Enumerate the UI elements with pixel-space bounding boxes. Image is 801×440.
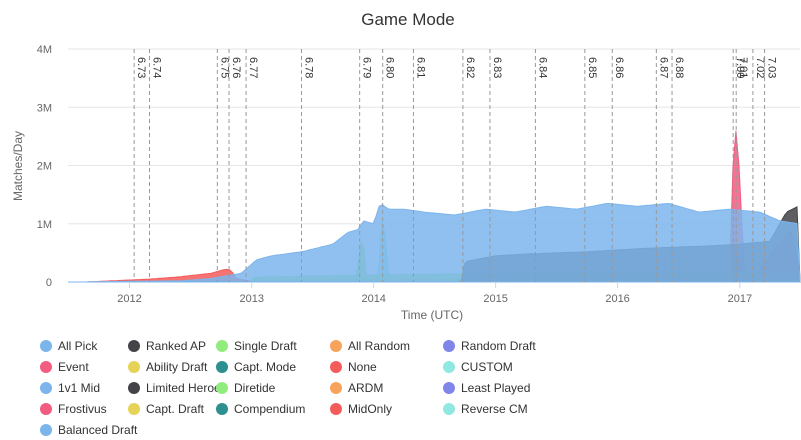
legend-label: ARDM (348, 381, 383, 395)
legend-item[interactable]: Ranked AP (128, 339, 206, 353)
chart-title: Game Mode (361, 10, 455, 29)
legend-swatch (216, 382, 228, 394)
legend-label: Capt. Mode (234, 360, 296, 374)
legend-swatch (128, 361, 140, 373)
x-axis-label: Time (UTC) (401, 308, 463, 322)
patch-label: 6.77 (247, 57, 259, 78)
series-area-all-pick (68, 203, 800, 282)
patch-label: 6.78 (303, 57, 315, 78)
patch-label: 6.85 (586, 57, 598, 78)
patch-label: 7.01 (737, 57, 749, 78)
legend-swatch (330, 340, 342, 352)
legend-item[interactable]: Capt. Mode (216, 360, 296, 374)
legend-item[interactable]: Single Draft (216, 339, 297, 353)
patch-label: 6.87 (657, 57, 669, 78)
legend-item[interactable]: ARDM (330, 381, 383, 395)
legend-label: Ranked AP (146, 339, 206, 353)
legend-label: Ability Draft (146, 360, 207, 374)
patch-label: 6.73 (135, 57, 147, 78)
legend-swatch (216, 340, 228, 352)
legend-swatch (443, 340, 455, 352)
legend-label: Limited Heroes (146, 381, 227, 395)
legend-label: Single Draft (234, 339, 297, 353)
legend-item[interactable]: 1v1 Mid (40, 381, 100, 395)
series-layer (68, 131, 800, 282)
legend-row: 1v1 Mid Limited Heroes Diretide ARDM Least P… (40, 377, 800, 398)
legend-row: All Pick Ranked AP Single Draft All Random R… (40, 335, 800, 356)
legend-item[interactable]: CUSTOM (443, 360, 513, 374)
legend-swatch (443, 403, 455, 415)
patch-label: 6.80 (384, 57, 396, 78)
legend-label: Event (58, 360, 89, 374)
patch-label: 6.79 (361, 57, 373, 78)
legend-row: Balanced Draft (40, 419, 800, 440)
legend-item[interactable]: Least Played (443, 381, 530, 395)
legend: All Pick Ranked AP Single Draft All Random R… (40, 335, 800, 440)
patch-label: 7.03 (766, 57, 778, 78)
x-tick-label: 2015 (483, 293, 507, 305)
legend-label: 1v1 Mid (58, 381, 100, 395)
patch-label: 6.74 (151, 57, 163, 78)
legend-label: Least Played (461, 381, 530, 395)
x-tick-label: 2014 (361, 293, 385, 305)
y-tick-label: 3M (37, 102, 52, 114)
patch-label: 6.75 (218, 57, 230, 78)
legend-label: Random Draft (461, 339, 536, 353)
legend-label: None (348, 360, 377, 374)
legend-swatch (443, 361, 455, 373)
legend-label: Balanced Draft (58, 423, 137, 437)
y-tick-label: 4M (37, 44, 52, 56)
x-tick-label: 2012 (117, 293, 141, 305)
legend-swatch (330, 361, 342, 373)
patch-label: 6.83 (491, 57, 503, 78)
legend-swatch (128, 382, 140, 394)
legend-swatch (40, 361, 52, 373)
legend-swatch (443, 382, 455, 394)
legend-item[interactable]: None (330, 360, 377, 374)
legend-item[interactable]: Limited Heroes (128, 381, 227, 395)
y-axis-label: Matches/Day (11, 131, 25, 201)
x-tick-label: 2016 (605, 293, 629, 305)
legend-swatch (40, 424, 52, 436)
legend-label: All Pick (58, 339, 97, 353)
legend-swatch (330, 382, 342, 394)
patch-label: 6.84 (536, 57, 548, 78)
patch-label: 6.76 (230, 57, 242, 78)
legend-label: CUSTOM (461, 360, 513, 374)
legend-item[interactable]: Random Draft (443, 339, 536, 353)
legend-item[interactable]: All Random (330, 339, 410, 353)
y-tick-label: 0 (46, 277, 52, 289)
legend-swatch (330, 403, 342, 415)
y-tick-label: 1M (37, 219, 52, 231)
legend-swatch (216, 361, 228, 373)
legend-item[interactable]: Diretide (216, 381, 275, 395)
patch-label: 6.88 (673, 57, 685, 78)
legend-swatch (40, 340, 52, 352)
legend-swatch (216, 403, 228, 415)
legend-swatch (40, 382, 52, 394)
legend-swatch (128, 340, 140, 352)
x-tick-label: 2013 (240, 293, 264, 305)
legend-item[interactable]: Event (40, 360, 89, 374)
legend-label: Diretide (234, 381, 275, 395)
legend-swatch (128, 403, 140, 415)
legend-item[interactable]: Ability Draft (128, 360, 207, 374)
patch-label: 6.86 (613, 57, 625, 78)
legend-item[interactable]: Balanced Draft (40, 423, 137, 437)
patch-label: 7.02 (754, 57, 766, 78)
patch-label: 6.81 (414, 57, 426, 78)
legend-label: All Random (348, 339, 410, 353)
patch-label: 6.82 (464, 57, 476, 78)
legend-swatch (40, 403, 52, 415)
legend-row: Event Ability Draft Capt. Mode None CUSTOM (40, 356, 800, 377)
x-tick-label: 2017 (728, 293, 752, 305)
legend-item[interactable]: All Pick (40, 339, 97, 353)
y-tick-label: 2M (37, 161, 52, 173)
